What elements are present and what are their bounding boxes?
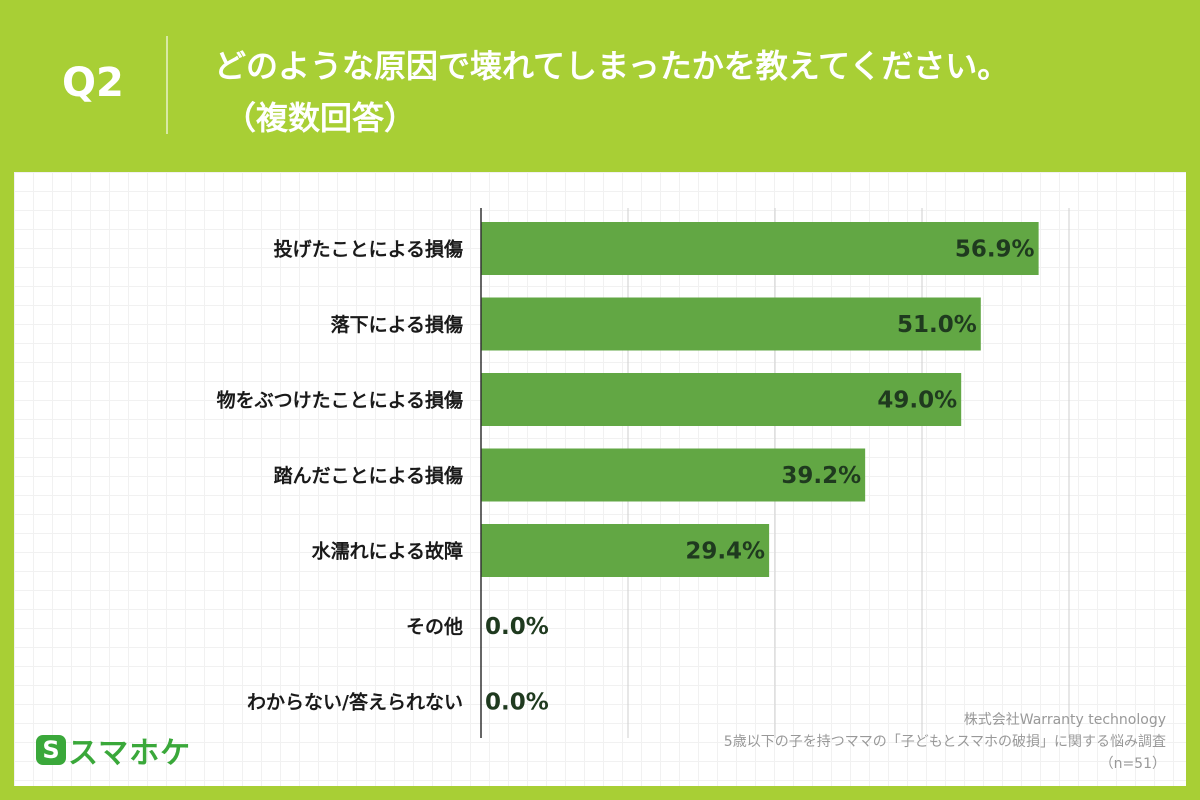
question-title-line1: どのような原因で壊れてしまったかを教えてください。 bbox=[214, 47, 1010, 85]
logo-mark-icon: S bbox=[36, 735, 66, 765]
value-label-5: 0.0% bbox=[485, 614, 549, 640]
bar-0 bbox=[481, 222, 1039, 275]
bar-4 bbox=[481, 524, 770, 577]
category-label-4: 水濡れによる故障 bbox=[312, 540, 463, 563]
value-label-0: 56.9% bbox=[955, 237, 1035, 263]
bar-1 bbox=[481, 297, 981, 351]
question-title: どのような原因で壊れてしまったかを教えてください。 （複数回答） bbox=[214, 40, 1009, 144]
value-label-3: 39.2% bbox=[781, 463, 861, 489]
logo-text: スマホケ bbox=[68, 736, 192, 771]
category-label-6: わからない/答えられない bbox=[247, 691, 463, 714]
brand-logo: S スマホケ bbox=[36, 730, 192, 771]
header-divider bbox=[166, 36, 168, 134]
source-company: 株式会社Warranty technology bbox=[963, 712, 1166, 728]
header: Q2 どのような原因で壊れてしまったかを教えてください。 （複数回答） bbox=[0, 0, 1200, 170]
bar-2 bbox=[481, 373, 962, 426]
value-label-6: 0.0% bbox=[485, 690, 549, 716]
source-sample-size: （n=51） bbox=[1099, 756, 1166, 772]
category-label-3: 踏んだことによる損傷 bbox=[274, 464, 463, 487]
value-label-4: 29.4% bbox=[685, 539, 765, 565]
value-label-1: 51.0% bbox=[897, 312, 977, 338]
question-title-line2: （複数回答） bbox=[224, 99, 417, 137]
value-label-2: 49.0% bbox=[877, 388, 957, 414]
question-number: Q2 bbox=[62, 60, 124, 106]
category-label-1: 落下による損傷 bbox=[331, 313, 463, 336]
source-survey: 5歳以下の子を持つママの「子どもとスマホの破損」に関する悩み調査 bbox=[723, 734, 1166, 750]
bar-3 bbox=[481, 448, 866, 502]
category-label-0: 投げたことによる損傷 bbox=[274, 238, 463, 261]
category-label-5: その他 bbox=[406, 615, 463, 638]
source-note: 株式会社Warranty technology 5歳以下の子を持つママの「子ども… bbox=[724, 709, 1166, 775]
category-label-2: 物をぶつけたことによる損傷 bbox=[217, 389, 463, 412]
